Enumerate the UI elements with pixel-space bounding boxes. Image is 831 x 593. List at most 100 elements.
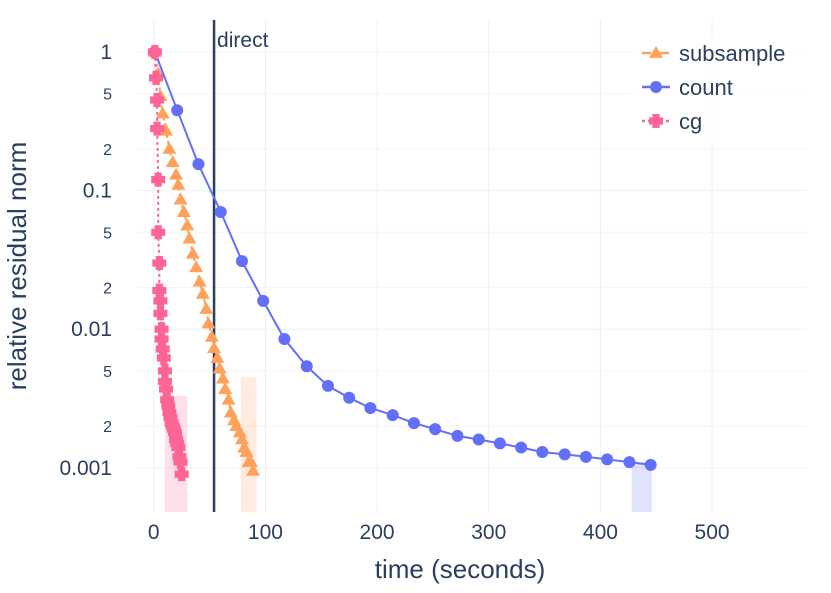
legend-label: count (679, 75, 733, 100)
y-minor-tick-label: 5 (103, 364, 112, 381)
data-point-subsample (210, 350, 225, 363)
data-point-subsample (246, 463, 261, 476)
data-point-count (429, 423, 442, 436)
legend-label: cg (679, 109, 702, 134)
legend-swatch-marker (649, 46, 663, 58)
x-tick-label: 200 (360, 521, 395, 544)
data-point-subsample (201, 316, 216, 329)
data-point-count (644, 458, 657, 471)
x-axis-title: time (seconds) (375, 554, 546, 584)
y-minor-tick-label: 5 (103, 87, 112, 104)
legend-item-cg: cg (642, 109, 702, 134)
direct-reference-line: direct (212, 20, 269, 512)
x-tick-label: 400 (583, 521, 618, 544)
x-axis-ticks: 0 100 200 300 400 500 (148, 521, 730, 544)
data-point-count (515, 441, 528, 454)
y-tick-label: 1 (100, 41, 112, 64)
data-point-subsample (199, 301, 214, 314)
data-point-subsample (234, 432, 249, 445)
data-point-count (343, 391, 356, 404)
data-point-count (192, 158, 205, 171)
band-count (631, 462, 652, 512)
data-point-subsample (221, 392, 236, 405)
band-subsample (240, 377, 257, 512)
data-point-subsample (165, 155, 180, 168)
y-axis-title: relative residual norm (2, 142, 32, 391)
data-point-count (558, 448, 571, 461)
y-minor-tick-label: 2 (103, 419, 112, 436)
data-point-subsample (176, 205, 191, 217)
data-point-count (623, 456, 636, 469)
legend-label: subsample (679, 41, 785, 66)
y-minor-tick-label: 5 (103, 225, 112, 242)
data-point-subsample (155, 106, 170, 119)
data-point-count (493, 437, 506, 450)
y-tick-label: 0.01 (71, 318, 112, 341)
data-point-subsample (169, 167, 184, 180)
data-point-subsample (189, 260, 204, 273)
legend-swatch-marker (650, 81, 662, 93)
series-cg (147, 44, 189, 482)
data-point-subsample (215, 371, 230, 384)
data-point-subsample (218, 382, 233, 394)
data-point-count (171, 104, 184, 117)
data-point-subsample (239, 445, 254, 457)
data-point-count (257, 294, 270, 307)
data-point-cg (147, 44, 162, 59)
data-point-cg (174, 467, 189, 482)
y-tick-label: 0.1 (83, 180, 112, 203)
data-point-count (451, 429, 464, 442)
data-point-count (214, 206, 227, 219)
x-tick-label: 100 (248, 521, 283, 544)
data-point-subsample (243, 455, 258, 467)
data-point-cg (152, 256, 167, 271)
legend: subsample count cg (630, 36, 806, 144)
data-point-cg (153, 293, 168, 308)
data-point-subsample (212, 361, 227, 374)
data-point-cg (150, 93, 165, 108)
data-point-count (536, 446, 549, 459)
data-point-cg (159, 382, 174, 397)
data-point-count (407, 417, 420, 430)
series-layer (147, 44, 657, 482)
x-tick-label: 300 (471, 521, 506, 544)
data-point-count (321, 379, 334, 392)
data-point-subsample (162, 141, 177, 154)
x-tick-label: 500 (695, 521, 730, 544)
data-point-count (278, 332, 291, 345)
series-count (148, 45, 657, 471)
data-point-count (235, 255, 248, 268)
data-point-count (386, 409, 399, 422)
data-point-subsample (171, 177, 186, 190)
data-point-subsample (180, 218, 195, 231)
data-point-cg (151, 225, 166, 240)
data-point-count (472, 433, 485, 446)
data-point-cg (148, 70, 163, 85)
data-point-count (579, 450, 592, 463)
data-point-subsample (192, 274, 207, 287)
data-point-cg (156, 350, 171, 365)
y-minor-tick-label: 2 (103, 280, 112, 297)
legend-swatch-marker (649, 114, 663, 128)
y-tick-label: 0.001 (59, 457, 112, 480)
data-point-subsample (195, 286, 210, 299)
data-point-count (601, 453, 614, 466)
data-point-subsample (182, 231, 197, 244)
x-tick-label: 0 (148, 521, 160, 544)
data-point-subsample (207, 341, 222, 354)
data-point-subsample (185, 246, 200, 259)
legend-item-subsample: subsample (642, 41, 785, 66)
data-point-cg (153, 306, 168, 321)
y-axis-ticks: 1 0.1 0.01 0.001 5 2 5 2 5 2 (59, 41, 112, 480)
data-point-count (364, 402, 377, 415)
data-point-subsample (159, 123, 174, 136)
data-point-cg (151, 172, 166, 187)
y-minor-tick-label: 2 (103, 142, 112, 159)
data-point-subsample (204, 329, 219, 342)
direct-line-label: direct (217, 29, 269, 52)
legend-item-count: count (642, 75, 733, 100)
data-point-subsample (232, 425, 247, 438)
data-point-cg (173, 455, 188, 470)
data-point-count (300, 360, 313, 373)
